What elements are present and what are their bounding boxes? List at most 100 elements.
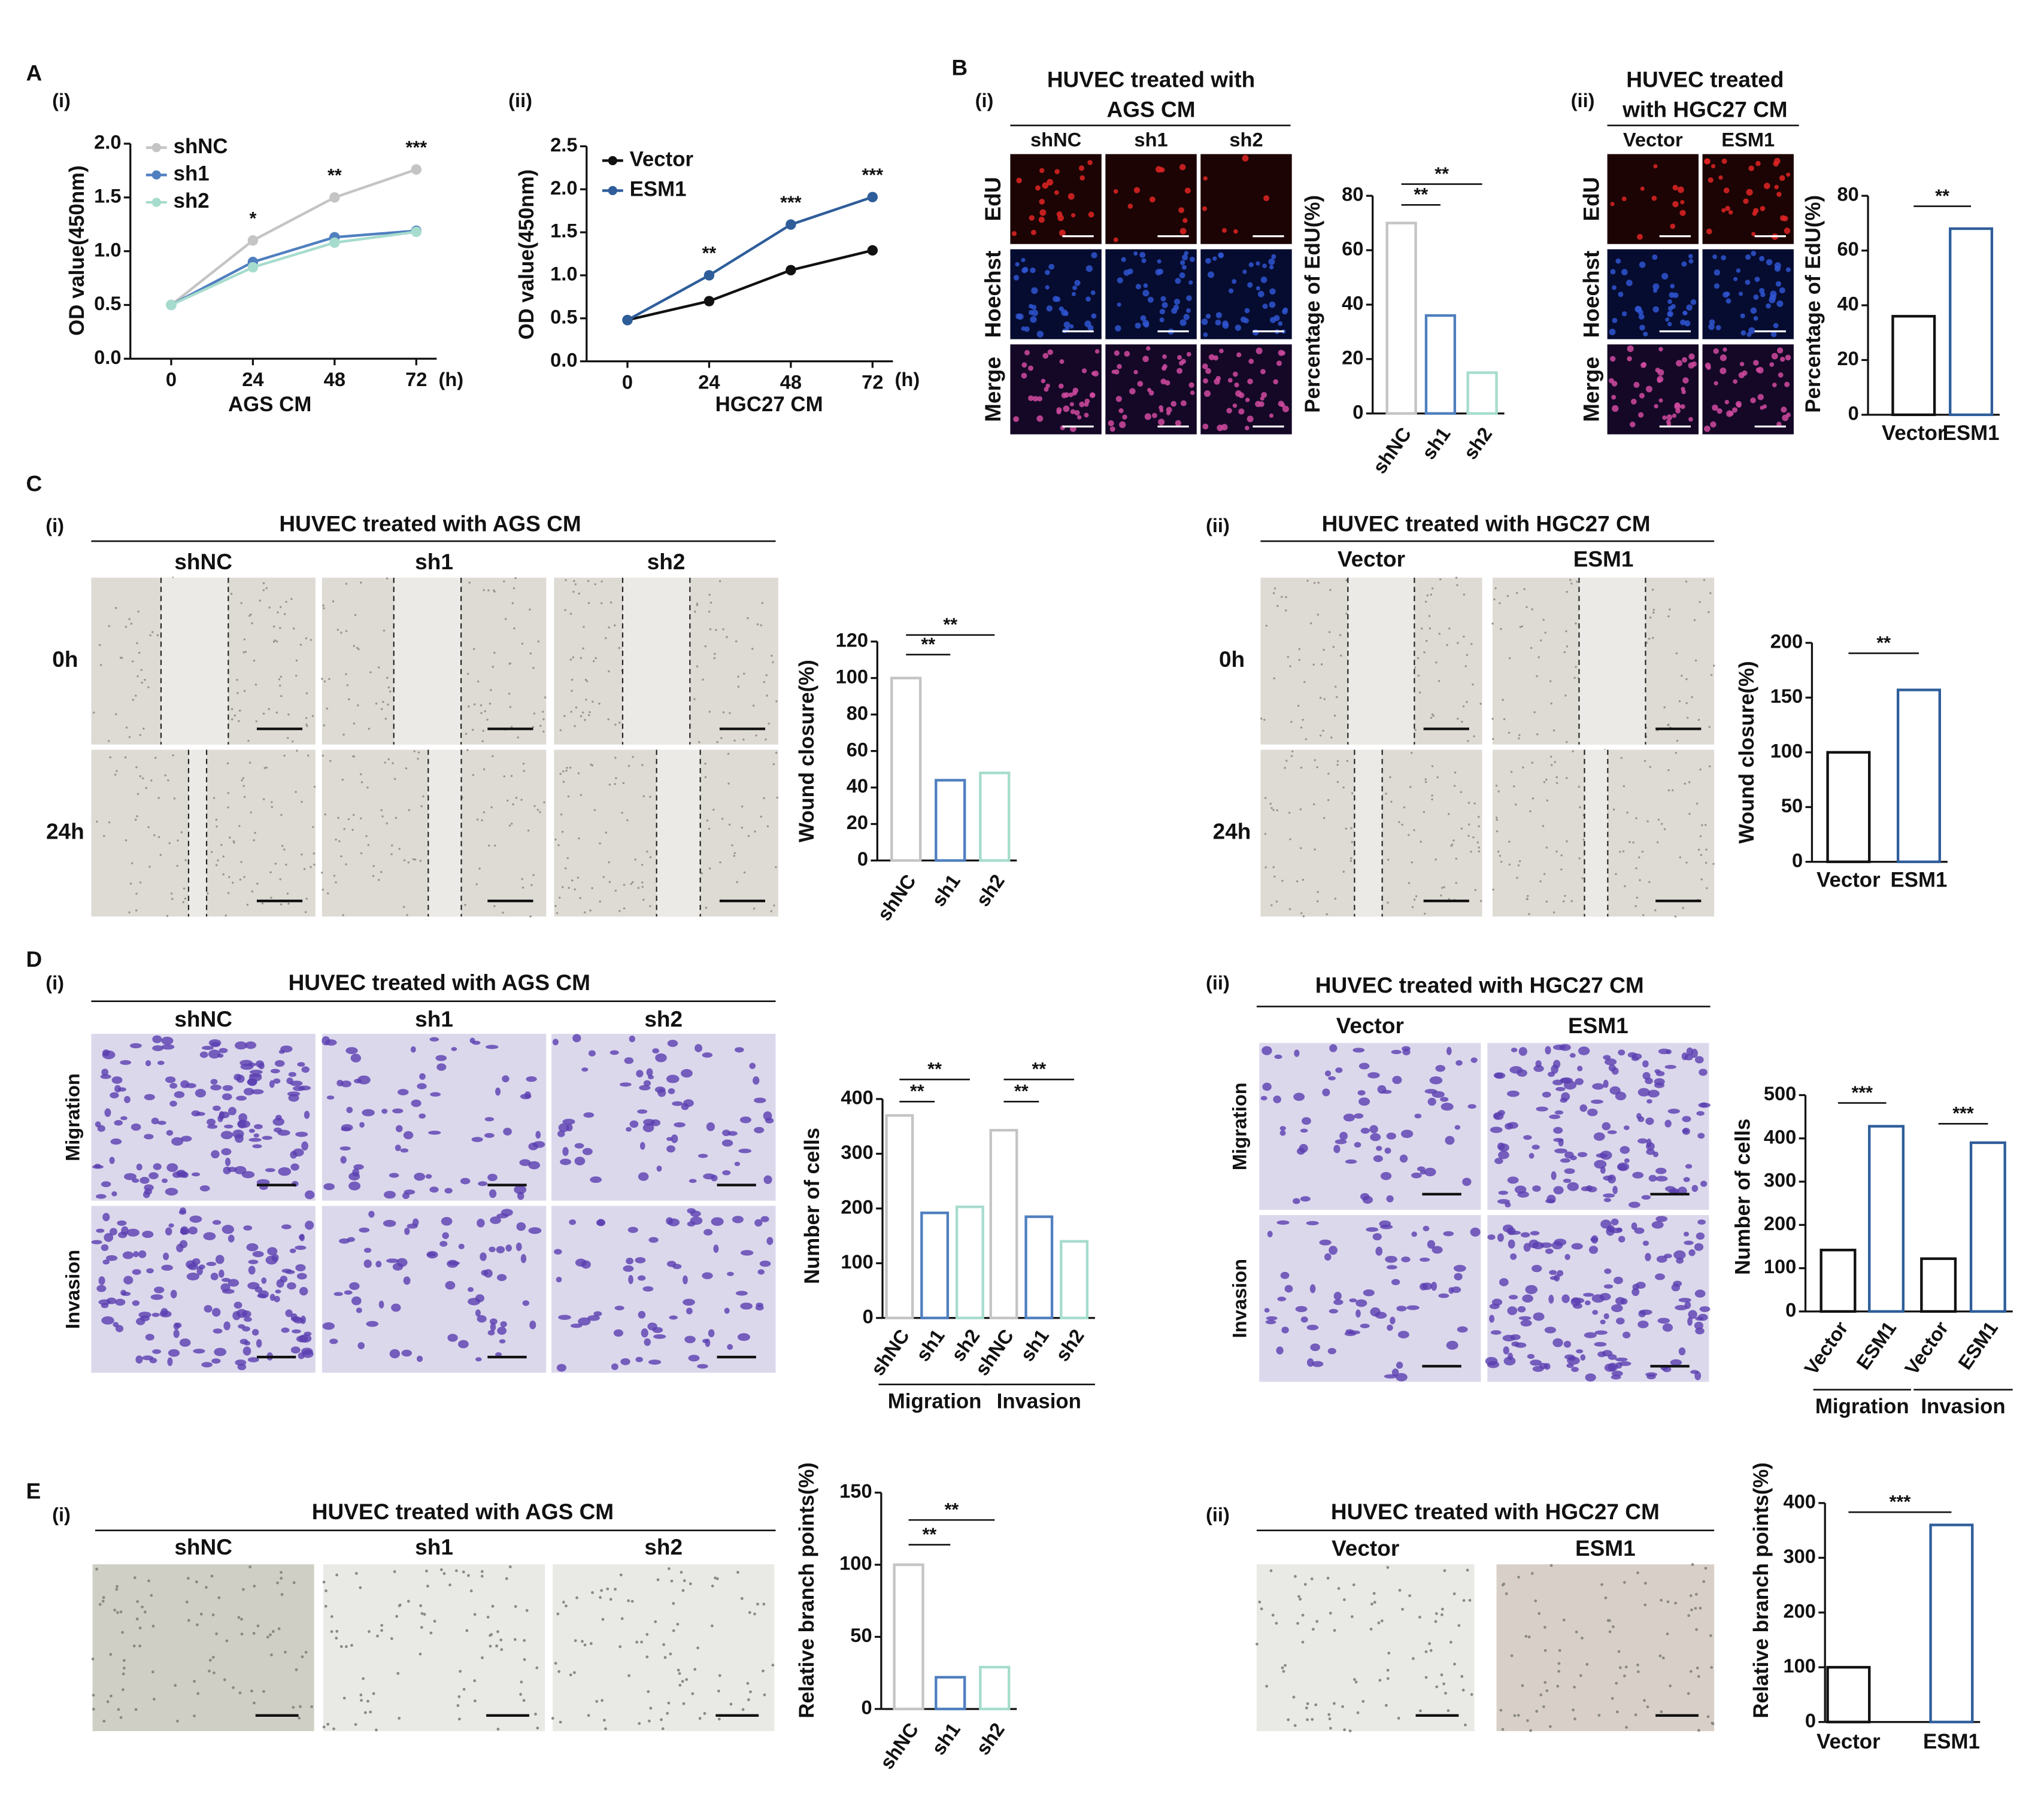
cell — [165, 1227, 172, 1236]
cell — [103, 834, 105, 837]
cell — [763, 1175, 772, 1184]
cell — [1570, 582, 1573, 585]
cell — [1770, 331, 1777, 338]
cell — [751, 648, 754, 650]
cell — [1425, 639, 1428, 642]
cell — [1623, 1125, 1630, 1130]
cell — [1057, 214, 1064, 221]
y-tick-label: 0 — [1352, 400, 1363, 423]
cell — [1085, 296, 1091, 302]
cell — [1655, 1273, 1665, 1280]
cell — [1618, 1049, 1626, 1056]
cell — [352, 813, 355, 816]
cell — [173, 797, 176, 800]
cell — [248, 1265, 256, 1275]
significance: ** — [921, 634, 935, 654]
cell — [389, 1173, 399, 1178]
cell — [1688, 1310, 1697, 1319]
cell — [360, 852, 363, 855]
cell — [342, 1696, 346, 1700]
cell — [252, 1250, 264, 1258]
cell — [649, 856, 652, 858]
cell — [1667, 321, 1672, 327]
cell — [414, 1173, 426, 1181]
cell — [265, 766, 268, 769]
cell — [275, 640, 278, 643]
cell — [1696, 1232, 1705, 1240]
cell — [156, 634, 159, 636]
cell — [1579, 1674, 1582, 1677]
cell — [714, 1576, 717, 1580]
cell — [1560, 1158, 1570, 1163]
cell — [743, 871, 746, 874]
photo — [91, 576, 316, 745]
cell — [1401, 824, 1403, 826]
cell — [269, 1633, 272, 1637]
x-tick-label: 24 — [242, 368, 263, 390]
cell — [709, 628, 712, 631]
cell — [1686, 1047, 1694, 1056]
point — [329, 192, 340, 203]
cell — [1142, 290, 1150, 297]
cell — [243, 1225, 253, 1231]
cell — [290, 1151, 298, 1159]
cell — [93, 711, 95, 714]
cell — [1260, 1095, 1267, 1101]
cell — [1580, 1354, 1586, 1361]
cell — [290, 597, 293, 600]
sub-label: (ii) — [1571, 89, 1595, 111]
cell — [356, 646, 359, 649]
cell — [1667, 769, 1670, 772]
cell — [1536, 1106, 1548, 1112]
cell — [1567, 1182, 1579, 1191]
cell — [1269, 1569, 1273, 1573]
cell — [1300, 766, 1303, 769]
cell — [1424, 1650, 1428, 1653]
cell — [243, 690, 246, 693]
cell — [1322, 1088, 1330, 1097]
cell — [196, 1692, 200, 1695]
y-tick-label: 0 — [1785, 1299, 1796, 1321]
cell — [115, 1325, 124, 1332]
cell — [1704, 1567, 1708, 1570]
cell — [1699, 1607, 1702, 1610]
cell — [360, 1699, 363, 1702]
cell — [1610, 202, 1615, 207]
cell — [1631, 1288, 1640, 1297]
cell — [1039, 209, 1047, 216]
cell — [1115, 325, 1121, 332]
cell — [433, 1619, 436, 1623]
cell — [772, 763, 775, 766]
cell — [144, 1094, 155, 1101]
cell — [541, 711, 544, 713]
cell — [301, 1347, 313, 1355]
y-tick-label: 0 — [861, 1696, 872, 1719]
cell — [1479, 702, 1482, 705]
cell — [211, 1358, 221, 1364]
cell — [351, 1296, 362, 1306]
series-line — [626, 196, 874, 321]
cell — [1380, 1224, 1393, 1230]
legend-label: shNC — [174, 135, 228, 158]
cell — [711, 1217, 724, 1226]
cell — [243, 638, 246, 641]
cell — [583, 626, 585, 628]
cell — [626, 1258, 634, 1265]
cell — [207, 892, 209, 895]
cell — [570, 1324, 583, 1328]
cell — [1428, 1642, 1431, 1646]
panel-title: HUVEC treated with HGC27 CM — [1331, 1499, 1660, 1524]
cell — [1039, 168, 1045, 174]
cell — [322, 1322, 335, 1330]
cell — [1710, 421, 1717, 428]
cell — [1143, 283, 1148, 289]
cell — [1423, 912, 1426, 915]
cell — [718, 1674, 721, 1677]
cell — [292, 1705, 295, 1709]
cell — [734, 1161, 741, 1167]
cell — [210, 1084, 222, 1091]
cell — [1467, 1104, 1476, 1109]
cell — [600, 1589, 604, 1592]
cell — [154, 1286, 165, 1294]
cell — [1179, 260, 1185, 265]
